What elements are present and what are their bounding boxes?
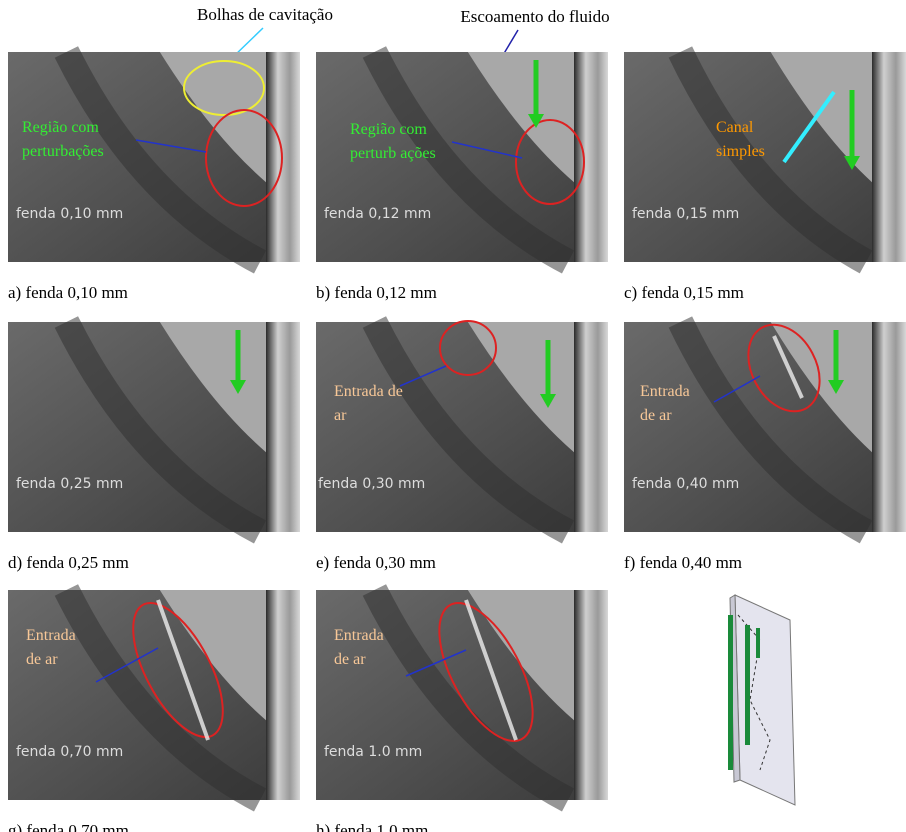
photo-panel: Entrada de ar fenda 1.0 mm: [316, 589, 608, 800]
annotation: perturbações: [22, 143, 104, 160]
edge-strip: [266, 322, 300, 532]
annotation: Entrada de: [334, 383, 403, 400]
caption: a) fenda 0,10 mm: [8, 283, 128, 302]
caption: f) fenda 0,40 mm: [624, 553, 742, 572]
annotation: de ar: [334, 651, 366, 668]
annotation: perturb ações: [350, 145, 436, 162]
model-sketch: [728, 595, 795, 805]
annotation: de ar: [26, 651, 58, 668]
photo-label: fenda 0,70 mm: [16, 744, 123, 760]
photo-panel: Entrada de ar fenda 0,30 mm: [316, 321, 608, 532]
annotation: de ar: [640, 407, 672, 424]
photo-label: fenda 0,40 mm: [632, 476, 739, 492]
annotation: Canal: [716, 119, 754, 136]
photo-panel: Entrada de ar fenda 0,70 mm: [8, 590, 300, 800]
label-flow: Escoamento do fluido: [460, 7, 609, 26]
annotation: Região com: [350, 121, 427, 138]
photo-panel: Região com perturbações fenda 0,10 mm: [8, 52, 300, 262]
photo-panel: Região com perturb ações fenda 0,12 mm: [316, 52, 608, 262]
figure: Bolhas de cavitação Escoamento do fluido…: [0, 0, 906, 832]
annotation: Entrada: [334, 627, 384, 644]
annotation: Região com: [22, 119, 99, 136]
caption: e) fenda 0,30 mm: [316, 553, 436, 572]
photo-label: fenda 0,15 mm: [632, 206, 739, 222]
photo-panel: Canal simples fenda 0,15 mm: [624, 52, 906, 262]
annotation: ar: [334, 407, 347, 424]
edge-strip: [872, 322, 906, 532]
edge-strip: [872, 52, 906, 262]
caption: h) fenda 1,0 mm: [316, 821, 428, 832]
annotation: Entrada: [640, 383, 690, 400]
edge-strip: [266, 52, 300, 262]
annotation: Entrada: [26, 627, 76, 644]
caption: c) fenda 0,15 mm: [624, 283, 744, 302]
photo-panel: fenda 0,25 mm: [8, 322, 300, 532]
photo-panel: Entrada de ar fenda 0,40 mm: [624, 312, 906, 532]
edge-strip: [266, 590, 300, 800]
edge-strip: [574, 52, 608, 262]
annotation: simples: [716, 143, 765, 160]
photo-label: fenda 0,30 mm: [318, 476, 425, 492]
photo-label: fenda 0,25 mm: [16, 476, 123, 492]
photo-label: fenda 0,10 mm: [16, 206, 123, 222]
label-bubbles: Bolhas de cavitação: [197, 5, 333, 24]
caption: d) fenda 0,25 mm: [8, 553, 129, 572]
photo-label: fenda 0,12 mm: [324, 206, 431, 222]
caption: g) fenda 0,70 mm: [8, 821, 129, 832]
edge-strip: [574, 590, 608, 800]
photo-label: fenda 1.0 mm: [324, 744, 422, 760]
edge-strip: [574, 322, 608, 532]
caption: b) fenda 0,12 mm: [316, 283, 437, 302]
